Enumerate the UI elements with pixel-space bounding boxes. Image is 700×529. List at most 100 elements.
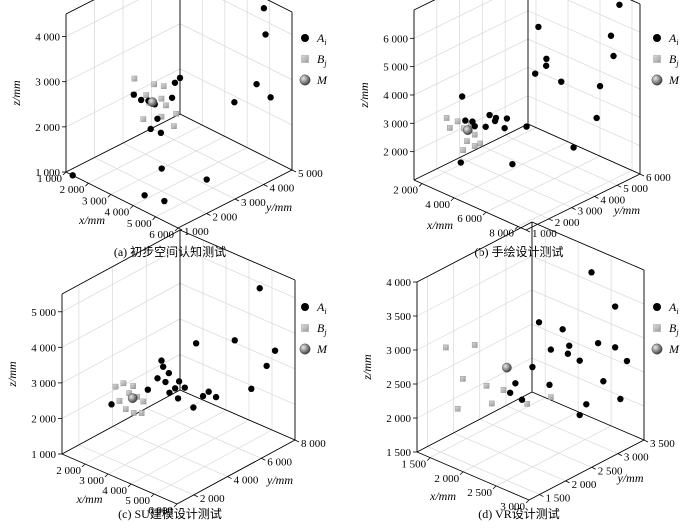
point-B-6 — [158, 95, 165, 102]
y-axis-label: y/mm — [266, 473, 293, 487]
point-A-4 — [176, 74, 184, 82]
gridline-y — [459, 0, 572, 208]
legend-label-A: Ai — [668, 300, 679, 316]
legend-marker-B — [301, 324, 309, 332]
y-axis-label: y/mm — [613, 203, 640, 217]
legend-label-A: Ai — [316, 300, 327, 316]
y-tick-mark — [639, 173, 645, 177]
point-B-1 — [443, 115, 450, 121]
point-A-21 — [248, 385, 255, 393]
gridline-z — [413, 66, 641, 124]
legend: Ai Bj M — [299, 31, 328, 87]
x-tick-label: 3 000 — [82, 195, 107, 207]
y-axis-label: y/mm — [617, 471, 644, 485]
y-axis-label: y/mm — [265, 200, 292, 214]
point-B-3 — [130, 383, 136, 389]
point-B-4 — [483, 383, 490, 389]
point-A-14 — [144, 386, 152, 393]
gridline-x — [153, 270, 273, 495]
legend-label-B: Bj — [317, 321, 327, 337]
point-B-10 — [163, 102, 169, 109]
z-tick-label: 5 000 — [383, 62, 408, 74]
point-A-5 — [566, 342, 573, 349]
point-B-10 — [477, 140, 484, 147]
point-A-23 — [509, 160, 516, 168]
legend-key: B — [669, 321, 677, 335]
panel-caption: (c) SU建模设计测试 — [118, 506, 222, 521]
y-tick-mark — [263, 184, 268, 187]
axis-edge — [416, 221, 533, 283]
gridline-x — [485, 0, 601, 213]
point-A-19 — [576, 411, 583, 419]
point-A-1 — [69, 172, 76, 179]
point-A-8 — [596, 82, 604, 90]
y-tick-label: 4 000 — [270, 183, 295, 195]
z-tick-label: 4 000 — [31, 342, 56, 354]
point-A-3 — [262, 31, 269, 38]
point-A-11 — [462, 117, 469, 124]
z-tick-label: 3 000 — [383, 118, 408, 130]
point-A-19 — [501, 124, 508, 132]
legend-label-B: Bj — [317, 52, 327, 68]
gridline-y — [436, 0, 549, 220]
point-A-5 — [158, 357, 165, 364]
x-tick-mark — [459, 471, 464, 476]
x-tick-label: 8 000 — [489, 227, 514, 239]
point-A-12 — [512, 380, 519, 387]
legend-marker-A — [301, 303, 309, 311]
point-A-18 — [623, 357, 631, 365]
legend-label-M: M — [668, 73, 680, 87]
gridline-x — [421, 0, 537, 184]
point-A-18 — [471, 122, 478, 130]
x-tick-mark — [525, 499, 530, 504]
point-B-3 — [454, 118, 461, 125]
legend-label-A: Ai — [316, 31, 327, 47]
axes-box — [65, 0, 293, 229]
gridline-x — [88, 0, 203, 184]
y-tick-label: 2 000 — [555, 217, 580, 229]
legend: Ai Bj M — [299, 300, 328, 356]
point-M — [127, 393, 138, 403]
x-tick-label: 2 500 — [467, 487, 492, 499]
legend-label-A: Ai — [668, 31, 679, 47]
point-A-2 — [192, 340, 200, 347]
x-tick-mark — [127, 483, 132, 488]
point-A-15 — [503, 115, 511, 122]
y-tick-label: 6 000 — [267, 456, 292, 468]
legend-subscript: j — [323, 59, 327, 68]
x-tick-label: 2 000 — [393, 185, 418, 197]
point-A-18 — [203, 176, 210, 183]
y-tick-mark — [617, 453, 623, 456]
x-tick-label: 6 000 — [457, 213, 482, 225]
legend-marker-M — [299, 343, 311, 355]
axis-edge — [61, 453, 178, 505]
x-tick-label: 2 000 — [434, 473, 459, 485]
axis-edge — [629, 0, 641, 5]
axis-edge — [531, 221, 645, 271]
axis-edge — [531, 391, 645, 441]
point-B-2 — [120, 380, 127, 387]
gridline-z — [65, 23, 293, 83]
x-tick-mark — [62, 171, 67, 176]
y-tick-label: 5 000 — [298, 168, 323, 180]
gridline-z — [416, 289, 645, 351]
x-tick-mark — [81, 463, 86, 468]
point-A-7 — [611, 344, 619, 351]
legend-marker-B — [301, 55, 309, 63]
x-tick-mark — [173, 503, 178, 508]
axis-edge — [176, 439, 296, 505]
point-A-13 — [486, 111, 493, 119]
axis-edge — [525, 173, 641, 231]
point-A-24 — [570, 144, 577, 151]
gridline-x — [528, 270, 645, 501]
legend-key: M — [316, 342, 328, 356]
point-B-4 — [151, 81, 157, 88]
legend-label-M: M — [316, 73, 328, 87]
point-A-17 — [482, 123, 489, 130]
point-B-5 — [454, 405, 461, 412]
legend-marker-A — [653, 34, 661, 42]
axis-edge — [266, 0, 293, 13]
point-B-8 — [140, 116, 147, 122]
